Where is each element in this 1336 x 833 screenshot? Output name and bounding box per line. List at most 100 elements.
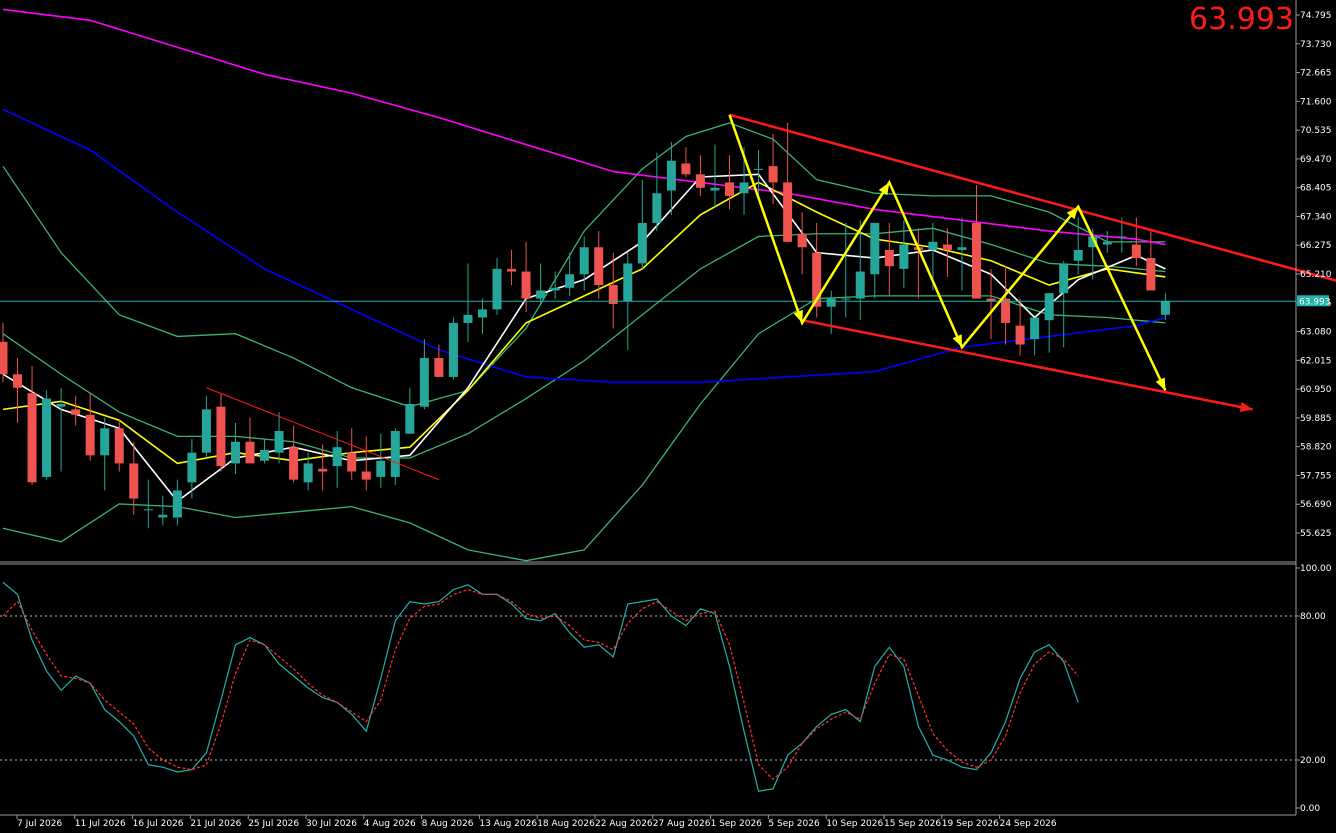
- time-tick-label: 10 Sep 2026: [826, 819, 883, 829]
- annotations: [206, 113, 1336, 481]
- candle-body: [448, 322, 458, 377]
- price-tick-label: 65.210: [1300, 270, 1332, 280]
- candle: [245, 417, 255, 464]
- moving-average-line: [2, 181, 1166, 465]
- candle-body: [27, 393, 37, 483]
- price-tick-label: 72.665: [1300, 69, 1332, 79]
- candle: [957, 217, 967, 291]
- time-tick-label: 25 Jul 2026: [248, 819, 299, 829]
- candle-body: [957, 247, 967, 250]
- candle-body: [71, 409, 81, 415]
- arrow-head: [1066, 206, 1079, 220]
- oscillator-tick-label: 0.00: [1300, 804, 1320, 814]
- stochastic-oscillator: [0, 581, 1296, 792]
- candle-body: [695, 174, 705, 188]
- candle-body: [681, 163, 691, 175]
- candle-body: [797, 233, 807, 248]
- price-tick-label: 69.470: [1300, 155, 1332, 165]
- arrow-head: [878, 182, 890, 196]
- price-tick-label: 58.820: [1300, 443, 1332, 453]
- candle: [1030, 317, 1040, 356]
- candle: [652, 152, 662, 232]
- candle: [303, 452, 313, 491]
- candle: [768, 133, 778, 205]
- candle-body: [725, 182, 734, 196]
- candle-body: [972, 222, 982, 299]
- candle: [1146, 231, 1156, 291]
- candle-body: [332, 447, 342, 467]
- candle-body: [1160, 301, 1170, 315]
- candle-body: [463, 314, 473, 323]
- candle: [725, 155, 734, 210]
- price-tick-label: 70.535: [1300, 126, 1332, 136]
- candle: [347, 428, 357, 480]
- candle: [1059, 260, 1069, 348]
- price-tag-label: 63.993: [1299, 297, 1331, 307]
- candle: [143, 479, 153, 529]
- candle: [376, 433, 386, 488]
- candle: [1073, 217, 1083, 275]
- candle-body: [1030, 317, 1040, 340]
- candle-body: [85, 414, 95, 456]
- candle-body: [594, 247, 604, 286]
- candle: [521, 241, 531, 313]
- oscillator-tick-label: 20.00: [1300, 756, 1326, 766]
- candle: [230, 422, 240, 475]
- candle-body: [347, 452, 357, 472]
- candle: [1044, 293, 1054, 353]
- candle: [608, 252, 618, 329]
- candle-body: [419, 358, 429, 407]
- price-tick-label: 66.275: [1300, 241, 1332, 251]
- time-tick-label: 8 Aug 2026: [422, 819, 474, 829]
- price-tick-label: 73.730: [1300, 40, 1332, 50]
- candle-body: [536, 290, 546, 299]
- candle-body: [986, 298, 996, 302]
- candle-body: [652, 193, 662, 223]
- candle-body: [739, 182, 749, 194]
- candle: [986, 268, 996, 340]
- candle-body: [492, 268, 502, 310]
- oscillator-tick-label: 80.00: [1300, 612, 1326, 622]
- price-tick-label: 71.600: [1300, 97, 1332, 107]
- candle-body: [477, 309, 487, 318]
- time-tick-label: 18 Aug 2026: [537, 819, 595, 829]
- oscillator-tick-label: 100.00: [1300, 564, 1332, 574]
- candle: [405, 387, 415, 434]
- candle: [56, 387, 66, 472]
- candle-body: [507, 268, 517, 272]
- candle: [783, 122, 793, 242]
- candle-body: [783, 182, 793, 242]
- candle-body: [405, 403, 415, 434]
- price-tick-label: 63.080: [1300, 328, 1332, 338]
- candle-body: [100, 428, 110, 456]
- candle: [187, 439, 197, 499]
- candle: [71, 395, 81, 426]
- trend-arrow: [801, 318, 1253, 411]
- candle-body: [129, 463, 139, 499]
- time-tick-label: 22 Aug 2026: [595, 819, 653, 829]
- current-price-display: 63.993: [1189, 2, 1294, 37]
- bollinger-band-line: [2, 227, 1166, 459]
- candle: [942, 228, 952, 277]
- bollinger-bands: [2, 122, 1166, 562]
- candle: [332, 430, 342, 488]
- stochastic-signal-line: [2, 588, 1079, 781]
- arrow-head: [952, 334, 962, 348]
- candle: [695, 155, 705, 196]
- candle-body: [230, 441, 240, 464]
- time-tick-label: 7 Jul 2026: [17, 819, 62, 829]
- candle: [754, 149, 764, 196]
- price-tick-label: 60.950: [1300, 385, 1332, 395]
- oscillator-axis: 100.00 80.00 20.00 0.00: [1296, 564, 1332, 814]
- candle: [419, 339, 429, 410]
- candle-body: [666, 160, 676, 191]
- trend-line: [206, 387, 440, 481]
- bollinger-band-line: [2, 295, 1166, 562]
- candle: [129, 441, 139, 515]
- price-tick-label: 68.405: [1300, 184, 1332, 194]
- candle: [434, 344, 444, 377]
- candle: [565, 252, 575, 296]
- candle: [1102, 231, 1112, 253]
